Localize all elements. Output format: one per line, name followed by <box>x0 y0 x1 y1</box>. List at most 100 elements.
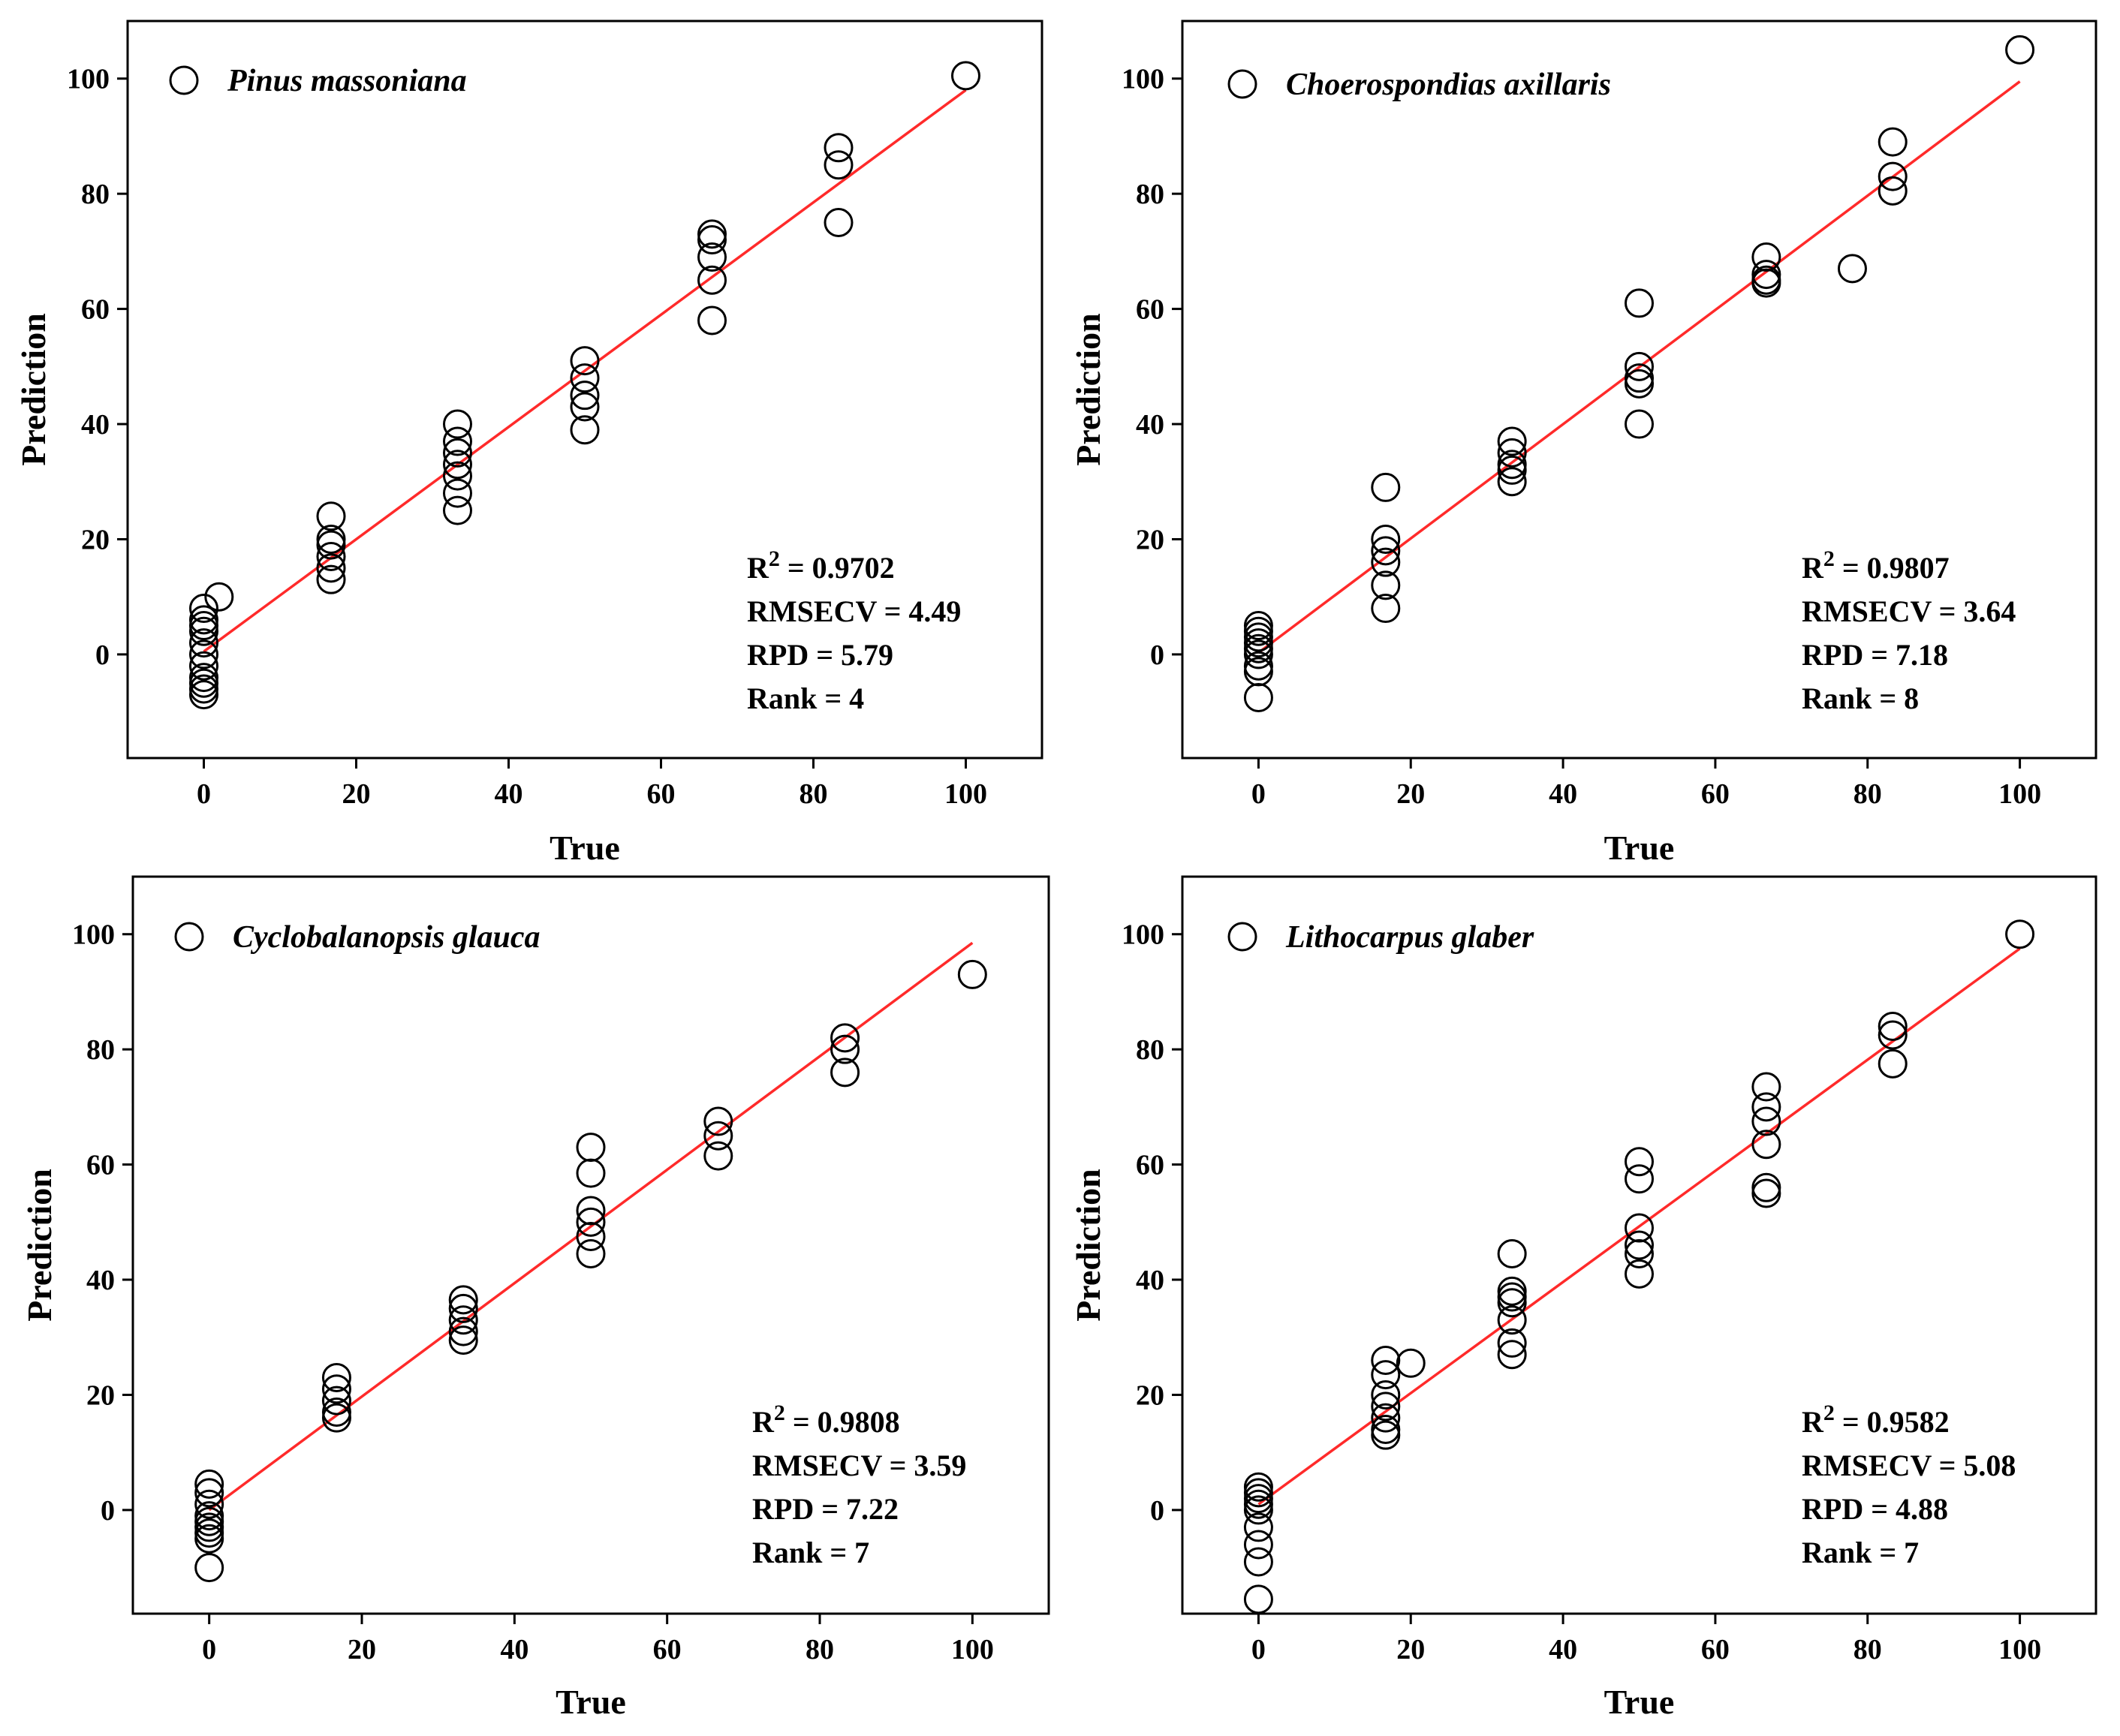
legend-label: Lithocarpus glaber <box>1285 920 1534 955</box>
data-point <box>321 1403 351 1433</box>
rank-label: Rank = 7 <box>1802 1536 1919 1569</box>
data-point <box>316 553 346 583</box>
rpd-label: RPD = 5.79 <box>747 638 893 672</box>
data-point <box>189 668 218 698</box>
rpd-label: RPD = 7.22 <box>752 1492 899 1526</box>
rank-label: Rank = 4 <box>747 681 864 715</box>
data-point <box>321 1397 351 1427</box>
y-tick-label: 100 <box>1122 919 1164 951</box>
x-tick-label: 0 <box>202 1634 216 1665</box>
data-point <box>1497 455 1527 485</box>
data-point <box>448 1316 478 1346</box>
data-point <box>1878 176 1908 206</box>
x-axis-title: True <box>550 829 620 867</box>
chart-panel-4: 0 20 40 60 80 100 0 20 40 60 80 100 True Prediction Li… <box>1069 875 2097 1721</box>
data-point <box>189 651 218 681</box>
rmsecv-label: RMSECV = 4.49 <box>747 594 961 628</box>
y-tick-label: 60 <box>86 1150 115 1181</box>
data-point <box>576 1207 606 1237</box>
y-tick-label: 0 <box>1150 1495 1164 1527</box>
legend-label: Cyclobalanopsis glauca <box>233 920 541 955</box>
data-point <box>442 426 472 456</box>
data-point <box>1243 622 1273 652</box>
data-point <box>1878 1020 1908 1050</box>
data-point <box>1625 369 1654 399</box>
x-tick-label: 80 <box>806 1634 834 1665</box>
data-point <box>1497 1340 1527 1370</box>
data-point <box>1371 594 1401 624</box>
data-point <box>194 1501 224 1531</box>
data-point <box>1243 628 1273 658</box>
data-point <box>951 61 980 91</box>
data-point <box>204 582 234 612</box>
data-point <box>189 594 218 624</box>
r-squared-label: R2 = 0.9582 <box>1802 1401 1950 1439</box>
data-point <box>1625 1259 1654 1289</box>
data-point <box>1625 1147 1654 1177</box>
x-tick-label: 0 <box>1251 778 1266 810</box>
data-point <box>448 1285 478 1315</box>
data-point <box>697 225 727 255</box>
data-point <box>1371 1403 1401 1433</box>
data-point <box>697 242 727 272</box>
x-tick-label: 100 <box>951 1634 994 1665</box>
data-point <box>1625 409 1654 439</box>
x-tick-label: 60 <box>653 1634 682 1665</box>
data-point <box>1878 161 1908 191</box>
data-point <box>1837 254 1867 284</box>
y-tick-label: 20 <box>81 524 110 555</box>
data-point <box>189 680 218 710</box>
data-point <box>194 1512 224 1542</box>
y-axis-title: Prediction <box>20 1169 59 1322</box>
y-tick-label: 0 <box>95 639 110 671</box>
y-tick-label: 20 <box>1136 1379 1164 1411</box>
data-point <box>1243 1547 1273 1577</box>
data-point <box>1371 524 1401 554</box>
regression-line <box>208 941 974 1512</box>
y-tick-label: 20 <box>86 1379 115 1411</box>
rmsecv-label: RMSECV = 3.64 <box>1802 594 2016 628</box>
data-point <box>1371 536 1401 566</box>
x-tick-label: 60 <box>1701 1634 1730 1665</box>
legend-label: Choerospondias axillaris <box>1286 68 1611 102</box>
data-point <box>570 381 600 411</box>
legend-marker <box>1227 69 1257 99</box>
data-point <box>189 639 218 669</box>
y-tick-label: 40 <box>81 409 110 441</box>
data-point <box>1497 438 1527 468</box>
data-point <box>576 1158 606 1188</box>
data-point <box>1371 1379 1401 1410</box>
data-point <box>316 541 346 571</box>
y-tick-label: 60 <box>1136 1150 1164 1181</box>
data-point <box>1243 682 1273 712</box>
data-point <box>1497 426 1527 456</box>
plot-frame <box>1181 20 2097 760</box>
data-point <box>321 1362 351 1392</box>
data-point <box>189 628 218 658</box>
data-point <box>316 564 346 594</box>
y-tick-label: 20 <box>1136 524 1164 555</box>
data-point <box>316 501 346 531</box>
data-point <box>1497 1288 1527 1318</box>
x-tick-label: 100 <box>1998 778 2041 810</box>
data-point <box>1371 1360 1401 1390</box>
data-point <box>697 265 727 295</box>
data-point <box>321 1385 351 1416</box>
data-point <box>1371 1420 1401 1450</box>
x-tick-label: 60 <box>647 778 676 810</box>
rpd-label: RPD = 7.18 <box>1802 638 1948 672</box>
x-tick-label: 0 <box>197 778 211 810</box>
y-tick-label: 40 <box>1136 1265 1164 1296</box>
y-tick-label: 40 <box>86 1265 115 1296</box>
x-tick-label: 60 <box>1701 778 1730 810</box>
data-point <box>442 450 472 480</box>
data-point <box>1751 1130 1781 1160</box>
data-point <box>703 1106 733 1136</box>
data-point <box>703 1141 733 1171</box>
data-point <box>1243 1478 1273 1508</box>
data-point <box>1497 450 1527 480</box>
regression-line <box>1257 947 2021 1506</box>
x-axis-title: True <box>1604 1683 1675 1721</box>
data-point <box>1751 268 1781 298</box>
